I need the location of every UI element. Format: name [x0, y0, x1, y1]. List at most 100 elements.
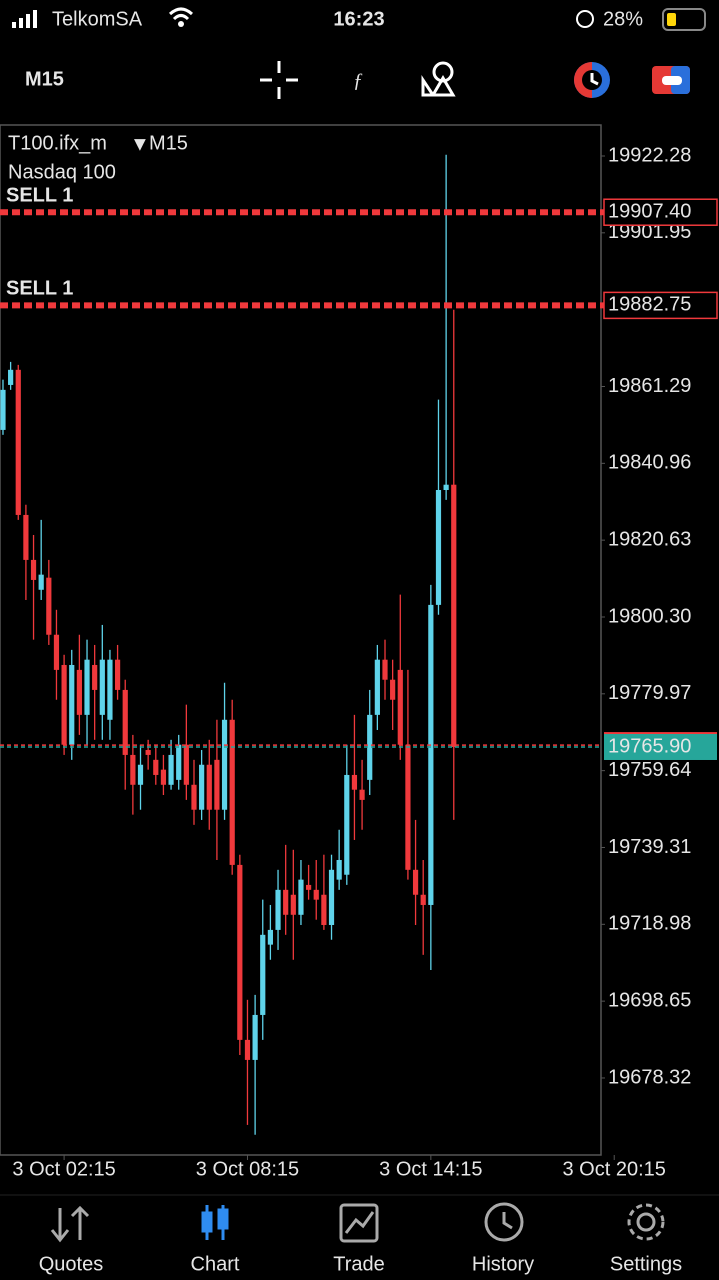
y-tick-label: 19901.95	[608, 221, 691, 243]
candle-body	[382, 659, 388, 680]
candle-body	[275, 889, 281, 930]
y-tick-label: 19922.28	[608, 144, 691, 166]
y-tick-label: 19698.65	[608, 989, 691, 1011]
chart-timeframe: M15	[149, 132, 188, 154]
symbol-dropdown[interactable]: ▼	[130, 133, 150, 155]
order-price-box	[603, 198, 718, 226]
wifi-icon	[168, 7, 194, 21]
candle-body	[176, 744, 182, 780]
candle-body	[137, 764, 144, 785]
candle-body	[428, 604, 434, 905]
candle-body	[298, 879, 304, 915]
candle-body	[84, 659, 90, 715]
price-box	[604, 733, 717, 760]
candle-body	[92, 664, 98, 690]
crosshair-button[interactable]	[260, 61, 298, 99]
indicators-button[interactable]: ƒ	[353, 70, 363, 92]
candle-body	[397, 669, 403, 745]
candle-body	[153, 759, 159, 775]
x-tick-label: 3 Oct 02:15	[12, 1158, 115, 1180]
lock-icon	[576, 10, 594, 28]
candle-body	[214, 759, 220, 810]
candle-body	[367, 714, 373, 780]
candle-body	[237, 864, 243, 1040]
plot-frame	[0, 124, 602, 1156]
clock: 16:23	[333, 8, 384, 30]
candle-body	[69, 664, 75, 745]
candle-body	[443, 484, 449, 491]
order-price-box	[603, 291, 718, 320]
candle-body	[0, 389, 6, 430]
candle-body	[38, 574, 44, 590]
candle-body	[30, 559, 37, 580]
candle-body	[351, 774, 358, 790]
y-tick-label: 19861.29	[608, 375, 691, 397]
symbol[interactable]: T100.ifx_m	[8, 132, 107, 154]
candle-body	[306, 884, 312, 890]
candle-body	[283, 889, 289, 915]
y-tick-label: 19820.63	[608, 528, 691, 550]
candle-body	[206, 764, 212, 810]
y-tick-label: 19759.64	[608, 759, 691, 781]
y-tick-label: 19739.31	[608, 836, 691, 858]
candle-body	[160, 769, 167, 785]
order-price-label: 19907.40	[608, 201, 691, 223]
candle-body	[412, 869, 419, 895]
x-tick-label: 3 Oct 08:15	[196, 1158, 299, 1180]
candle-body	[252, 1014, 258, 1060]
objects-button[interactable]	[421, 61, 456, 97]
candle-body	[23, 514, 29, 560]
order-label: SELL 1	[6, 185, 73, 207]
battery-percent: 28%	[603, 8, 643, 30]
nav-item[interactable]: Quotes	[39, 1253, 103, 1275]
candle-body	[168, 754, 174, 785]
candle-body	[53, 634, 60, 670]
candle-body	[61, 664, 67, 745]
candle-body	[8, 369, 14, 385]
candle-body	[130, 754, 136, 785]
trade-button[interactable]	[652, 66, 690, 94]
order-price-label: 19882.75	[608, 294, 691, 316]
order-label: SELL 1	[6, 278, 73, 300]
nav-item[interactable]: Settings	[610, 1253, 682, 1275]
y-tick-label: 19840.96	[608, 452, 691, 474]
candle-body	[76, 669, 82, 715]
y-tick-label: 19678.32	[608, 1066, 691, 1088]
candle-body	[191, 784, 197, 810]
candle-body	[221, 719, 228, 810]
candle-body	[122, 689, 128, 755]
candle-body	[199, 764, 205, 810]
x-tick-label: 3 Oct 14:15	[379, 1158, 482, 1180]
nav-icons	[50, 1202, 665, 1243]
nav-item[interactable]: Chart	[191, 1253, 240, 1275]
signal-icon	[12, 10, 37, 28]
candle-body	[46, 577, 52, 635]
candle-body	[183, 744, 189, 785]
candle-body	[290, 894, 296, 915]
candle-body	[107, 659, 113, 720]
battery-icon	[662, 8, 706, 31]
candle-body	[359, 789, 365, 800]
candle-body	[145, 750, 151, 755]
candle-body	[374, 659, 380, 715]
nav-item[interactable]: History	[472, 1253, 534, 1275]
account-button[interactable]	[574, 62, 610, 98]
x-tick-label: 3 Oct 20:15	[563, 1158, 666, 1180]
candle-body	[336, 859, 342, 880]
candle-body	[15, 369, 21, 515]
price-label: 19765.90	[608, 735, 691, 757]
battery-level	[667, 13, 676, 26]
candle-body	[114, 659, 121, 690]
candle-body	[99, 659, 105, 715]
nav-item[interactable]: Trade	[333, 1253, 385, 1275]
timeframe-button[interactable]: M15	[25, 68, 64, 90]
symbol-description: Nasdaq 100	[8, 161, 116, 183]
candle-body	[244, 1039, 251, 1060]
y-tick-label: 19718.98	[608, 913, 691, 935]
y-tick-label: 19779.97	[608, 682, 691, 704]
candle-body	[328, 869, 335, 925]
candle-body	[451, 484, 457, 747]
